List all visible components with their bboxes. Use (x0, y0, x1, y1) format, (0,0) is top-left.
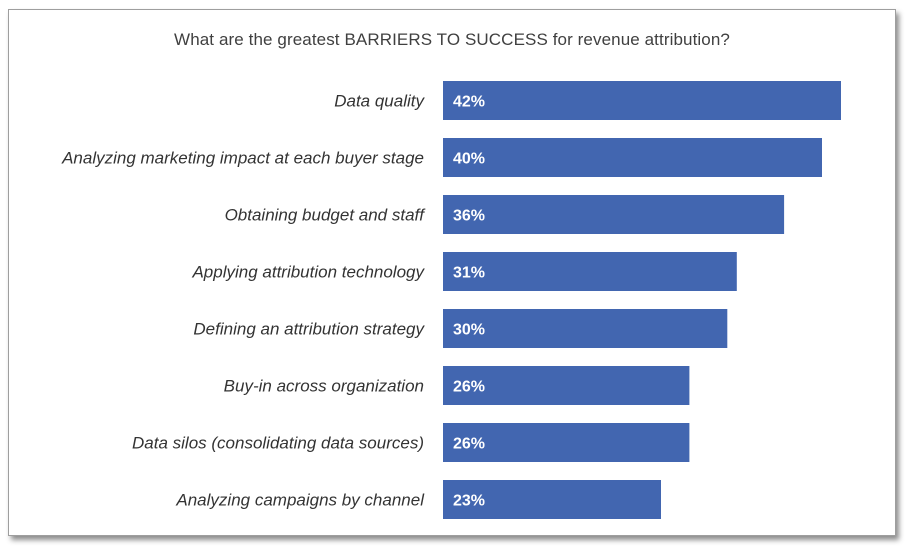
category-label-4: Defining an attribution strategy (193, 320, 425, 339)
value-label-0: 42% (453, 94, 485, 111)
value-label-3: 31% (453, 265, 485, 282)
value-label-7: 23% (453, 493, 485, 510)
category-label-0: Data quality (334, 92, 425, 111)
bar-5 (443, 366, 690, 405)
chart-title: What are the greatest BARRIERS TO SUCCES… (174, 30, 730, 49)
bar-7 (443, 480, 661, 519)
value-label-6: 26% (453, 436, 485, 453)
bar-4 (443, 309, 728, 348)
bar-3 (443, 252, 737, 291)
category-label-2: Obtaining budget and staff (225, 206, 427, 225)
value-label-4: 30% (453, 322, 485, 339)
bar-2 (443, 195, 785, 234)
value-label-5: 26% (453, 379, 485, 396)
category-label-1: Analyzing marketing impact at each buyer… (61, 149, 424, 168)
bar-chart: Data quality 42% Analyzing marketing impac… (61, 81, 841, 519)
bar-0 (443, 81, 841, 120)
category-label-5: Buy-in across organization (224, 377, 424, 396)
category-label-7: Analyzing campaigns by channel (175, 491, 425, 510)
category-label-3: Applying attribution technology (191, 263, 425, 282)
category-label-6: Data silos (consolidating data sources) (132, 434, 424, 453)
value-label-1: 40% (453, 151, 485, 168)
value-label-2: 36% (453, 208, 485, 225)
chart-frame: What are the greatest BARRIERS TO SUCCES… (8, 9, 896, 536)
bar-6 (443, 423, 690, 462)
bars-group: Data quality 42% Analyzing marketing impac… (61, 81, 841, 519)
bar-1 (443, 138, 822, 177)
